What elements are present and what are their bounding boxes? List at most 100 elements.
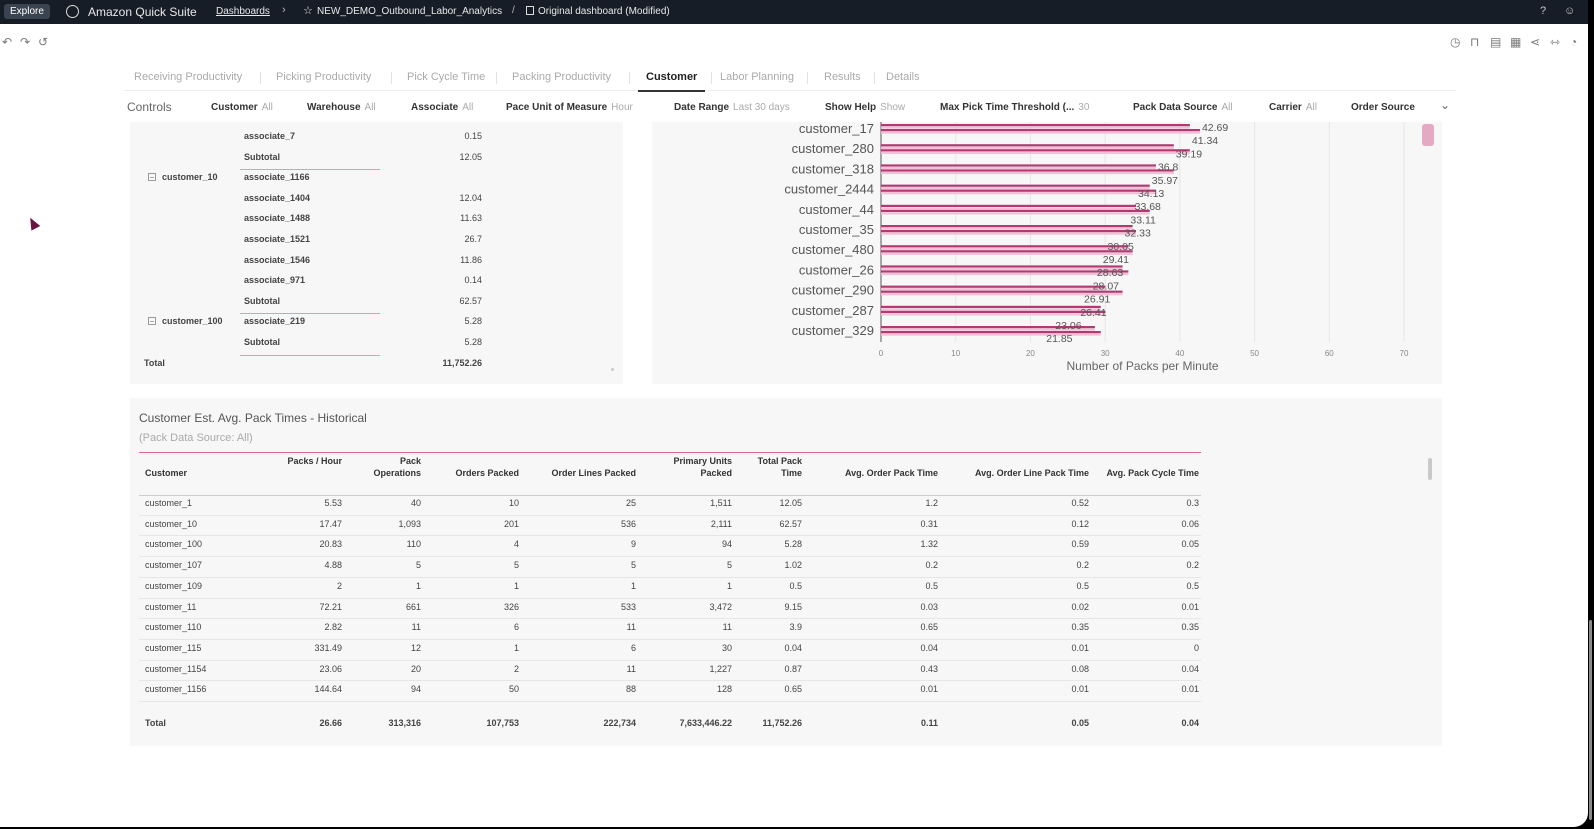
bar[interactable] xyxy=(881,247,1129,250)
customer-cell[interactable]: customer_100 xyxy=(145,539,203,550)
reset-icon[interactable]: ↺ xyxy=(38,35,49,49)
bar[interactable] xyxy=(881,144,1174,147)
bar[interactable] xyxy=(881,333,1101,336)
notification-icon[interactable]: ◔ xyxy=(1570,35,1578,49)
bar[interactable] xyxy=(881,171,1174,175)
control-associate[interactable]: Associate All xyxy=(411,102,473,113)
column-header[interactable]: Customer xyxy=(145,468,188,478)
tab-picking-productivity[interactable]: Picking Productivity xyxy=(276,71,372,83)
bar[interactable] xyxy=(881,129,1200,132)
customer-cell[interactable]: customer_10 xyxy=(145,518,198,529)
column-header[interactable]: Primary Units Packed xyxy=(673,456,732,478)
export-icon[interactable]: ▤ xyxy=(1490,35,1502,49)
tab-details[interactable]: Details xyxy=(886,71,920,83)
control-show-help[interactable]: Show Help Show xyxy=(825,102,905,113)
bar[interactable] xyxy=(881,267,1123,271)
bar[interactable] xyxy=(881,131,1200,134)
table-scrollbar[interactable] xyxy=(1428,458,1432,480)
chart-scroll-thumb[interactable] xyxy=(1422,124,1434,146)
bar[interactable] xyxy=(881,146,1174,149)
pivot-customer-cell[interactable]: customer_10 xyxy=(162,172,218,183)
bar[interactable] xyxy=(881,184,1150,187)
customer-cell[interactable]: customer_11 xyxy=(145,601,197,612)
control-warehouse[interactable]: Warehouse All xyxy=(307,102,376,113)
customer-cell[interactable]: customer_1 xyxy=(145,498,193,508)
bar[interactable] xyxy=(881,149,1190,152)
collapse-toggle-icon[interactable]: − xyxy=(148,317,156,327)
tab-pick-cycle-time[interactable]: Pick Cycle Time xyxy=(407,71,486,83)
control-carrier[interactable]: Carrier All xyxy=(1269,102,1317,113)
breadcrumb-dashboards[interactable]: Dashboards xyxy=(216,6,270,17)
bar[interactable] xyxy=(881,293,1123,296)
control-pack-data-source[interactable]: Pack Data Source All xyxy=(1133,102,1233,113)
column-header[interactable]: Avg. Order Pack Time xyxy=(844,468,938,478)
redo-icon[interactable]: ↷ xyxy=(20,35,31,49)
breadcrumb-analysis[interactable]: NEW_DEMO_Outbound_Labor_Analytics xyxy=(317,6,503,17)
bar[interactable] xyxy=(881,245,1129,248)
column-header[interactable]: Packs / Hour xyxy=(287,456,342,466)
customer-cell[interactable]: customer_1156 xyxy=(145,684,207,695)
fit-width-icon[interactable]: ⇿ xyxy=(1550,35,1561,49)
column-header[interactable]: Pack Operations xyxy=(373,456,421,478)
tab-results[interactable]: Results xyxy=(824,71,861,83)
controls-title[interactable]: Controls xyxy=(127,100,172,114)
bar[interactable] xyxy=(881,308,1101,311)
pivot-scrollbar[interactable] xyxy=(611,368,614,371)
bar[interactable] xyxy=(881,227,1133,230)
column-header[interactable]: Total Pack Time xyxy=(757,456,802,478)
bar[interactable] xyxy=(881,225,1133,228)
column-header[interactable]: Avg. Order Line Pack Time xyxy=(974,468,1089,478)
bookmark-toolbar-icon[interactable]: ⊓ xyxy=(1470,35,1480,49)
schedule-icon[interactable]: ◷ xyxy=(1450,35,1461,49)
bar[interactable] xyxy=(881,270,1129,273)
control-order-source[interactable]: Order Source xyxy=(1351,102,1419,113)
customer-cell[interactable]: customer_107 xyxy=(145,560,203,571)
bar[interactable] xyxy=(881,305,1101,308)
control-pace-unit[interactable]: Pace Unit of Measure Hour xyxy=(506,102,633,113)
column-header[interactable]: Orders Packed xyxy=(455,468,519,478)
bar[interactable] xyxy=(881,187,1150,190)
bar[interactable] xyxy=(881,166,1156,170)
customer-cell[interactable]: customer_109 xyxy=(145,580,203,591)
column-header[interactable]: Avg. Pack Cycle Time xyxy=(1106,468,1199,478)
pivot-customer-cell[interactable]: customer_100 xyxy=(162,316,223,327)
bar[interactable] xyxy=(881,207,1136,210)
bar[interactable] xyxy=(881,272,1129,276)
bar[interactable] xyxy=(881,124,1190,127)
tab-receiving-productivity[interactable]: Receiving Productivity xyxy=(134,71,243,83)
print-icon[interactable]: ▦ xyxy=(1510,35,1522,49)
bar[interactable] xyxy=(881,313,1106,316)
bar[interactable] xyxy=(881,328,1095,331)
bar[interactable] xyxy=(881,310,1106,313)
page-scrollbar[interactable] xyxy=(1589,620,1592,820)
star-icon[interactable]: ☆ xyxy=(303,5,313,17)
control-max-pick-time[interactable]: Max Pick Time Threshold (... 30 xyxy=(940,102,1089,113)
bar[interactable] xyxy=(881,209,1150,212)
bar[interactable] xyxy=(881,204,1136,207)
explore-button[interactable]: Explore xyxy=(4,4,50,19)
tab-customer[interactable]: Customer xyxy=(637,71,706,92)
bar[interactable] xyxy=(881,189,1156,192)
bar[interactable] xyxy=(881,151,1190,154)
share-icon[interactable]: ⋖ xyxy=(1530,35,1541,49)
bar[interactable] xyxy=(881,192,1156,195)
bar[interactable] xyxy=(881,164,1156,167)
control-date-range[interactable]: Date Range Last 30 days xyxy=(674,102,790,113)
control-customer[interactable]: Customer All xyxy=(211,102,273,113)
chevron-down-icon[interactable]: ⌄ xyxy=(1440,98,1451,112)
bar[interactable] xyxy=(881,265,1123,268)
bar[interactable] xyxy=(881,252,1133,255)
customer-cell[interactable]: customer_115 xyxy=(145,642,202,653)
bar[interactable] xyxy=(881,169,1174,172)
bar[interactable] xyxy=(881,232,1136,235)
tab-labor-planning[interactable]: Labor Planning xyxy=(720,71,795,83)
breadcrumb-dashboard[interactable]: Original dashboard (Modified) xyxy=(538,6,670,17)
bar[interactable] xyxy=(881,126,1190,129)
user-icon[interactable]: ☺ xyxy=(1564,5,1576,17)
bar[interactable] xyxy=(881,212,1150,215)
bar[interactable] xyxy=(881,331,1101,334)
undo-icon[interactable]: ↶ xyxy=(2,35,13,49)
bar[interactable] xyxy=(881,285,1106,288)
bar[interactable] xyxy=(881,290,1123,293)
bar[interactable] xyxy=(881,288,1106,291)
